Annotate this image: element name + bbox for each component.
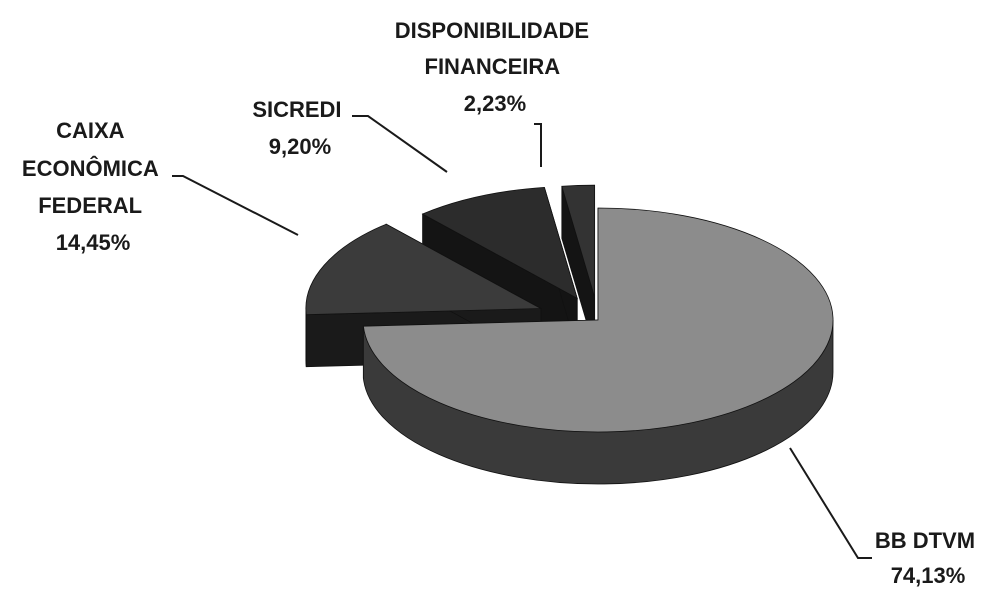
leader-line-bb-dtvm <box>789 447 872 559</box>
leader-line-sicredi <box>352 115 448 173</box>
label-disponibilidade-pct: 2,23% <box>464 91 526 116</box>
pie-slices <box>305 184 834 485</box>
label-sicredi-line1: SICREDI <box>252 97 341 122</box>
label-sicredi-pct: 9,20% <box>269 134 331 159</box>
label-caixa-pct: 14,45% <box>56 230 131 255</box>
label-disponibilidade-line2: FINANCEIRA <box>425 54 561 79</box>
label-caixa: CAIXA ECONÔMICA FEDERAL 14,45% <box>22 118 164 255</box>
label-bb-dtvm-pct: 74,13% <box>891 563 966 588</box>
slice-bb-dtvm <box>362 207 834 485</box>
leader-line-disponibilidade <box>534 123 542 167</box>
label-bb-dtvm: BB DTVM 74,13% <box>875 528 981 588</box>
label-sicredi: SICREDI 9,20% <box>252 97 347 159</box>
slice-sicredi-top <box>421 186 578 300</box>
label-disponibilidade: DISPONIBILIDADE FINANCEIRA 2,23% <box>395 18 595 116</box>
label-bb-dtvm-line1: BB DTVM <box>875 528 975 553</box>
label-caixa-line2: ECONÔMICA <box>22 156 159 181</box>
slice-disponibilidade-financeira <box>561 184 596 350</box>
label-caixa-line3: FEDERAL <box>38 193 142 218</box>
leader-line-caixa <box>172 175 299 236</box>
slice-disponibilidade-financeira-top <box>561 184 596 298</box>
label-disponibilidade-line1: DISPONIBILIDADE <box>395 18 589 43</box>
slice-bb-dtvm-top <box>362 207 834 433</box>
label-caixa-line1: CAIXA <box>56 118 125 143</box>
slice-caixa-econ-mica-federal-top <box>305 223 543 316</box>
